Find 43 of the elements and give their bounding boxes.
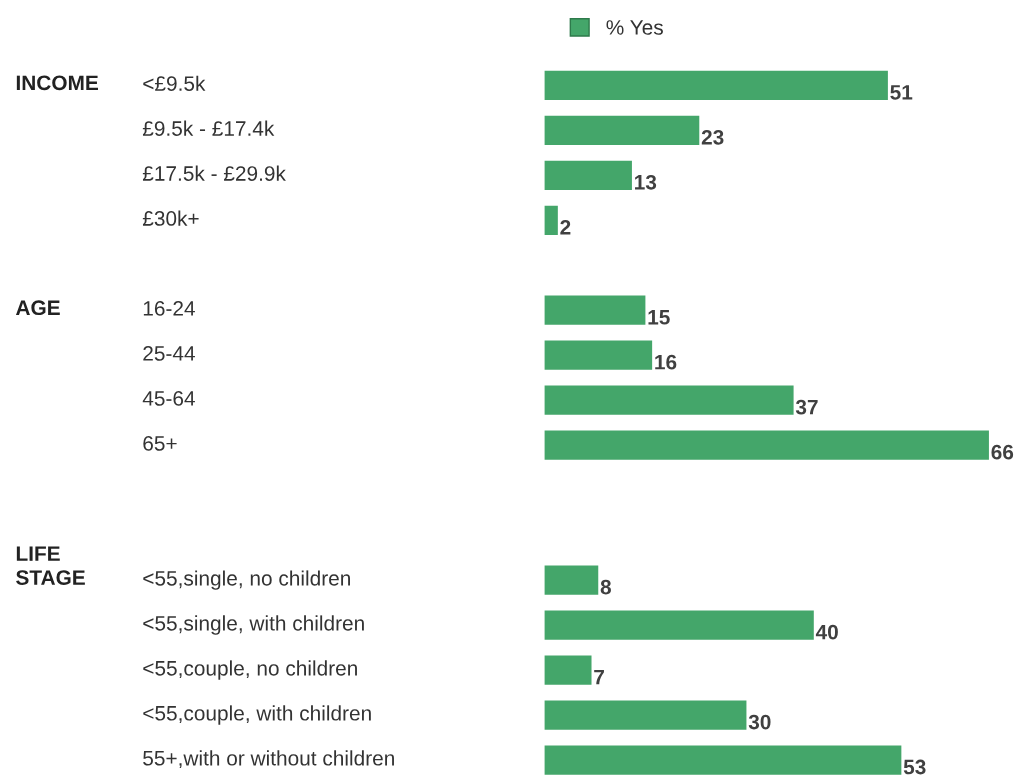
y-tick-label: £17.5k - £29.9k bbox=[142, 165, 286, 181]
bar bbox=[544, 115, 700, 145]
y-tick-label: 55+,with or without children bbox=[143, 750, 394, 769]
bar bbox=[544, 610, 814, 640]
bar bbox=[544, 430, 989, 460]
bar bbox=[544, 340, 653, 370]
y-tick-label: <£9.5k bbox=[143, 75, 206, 91]
bar bbox=[544, 745, 902, 775]
bar bbox=[544, 295, 646, 325]
bar bbox=[544, 385, 794, 415]
y-tick-label: 45-64 bbox=[142, 391, 195, 406]
data-label: 37 bbox=[795, 399, 818, 415]
bar bbox=[544, 70, 888, 100]
y-tick-label: 65+ bbox=[143, 436, 177, 451]
text: AGE bbox=[15, 300, 60, 316]
data-label: 8 bbox=[600, 579, 611, 595]
data-label: 13 bbox=[635, 174, 657, 190]
bar bbox=[544, 565, 599, 595]
y-tick-label: 25-44 bbox=[143, 346, 195, 361]
y-tick-label: 16-24 bbox=[143, 301, 195, 316]
data-label: 30 bbox=[748, 714, 771, 730]
y-tick-label: <55,single, with children bbox=[143, 615, 364, 635]
bar bbox=[544, 160, 632, 190]
y-tick-label: <55,couple, with children bbox=[143, 705, 371, 725]
text: LIFE STAGE bbox=[16, 546, 85, 585]
y-tick-label: £30k+ bbox=[142, 210, 199, 226]
y-tick-label: <55,single, no children bbox=[143, 570, 350, 590]
y-tick-label: £9.5k - £17.4k bbox=[142, 120, 275, 136]
bar bbox=[544, 700, 747, 730]
legend-label: % Yes bbox=[606, 20, 663, 35]
text: INCOME bbox=[16, 75, 98, 91]
data-label: 15 bbox=[648, 310, 670, 325]
data-label: 53 bbox=[903, 759, 926, 775]
data-label: 23 bbox=[701, 129, 724, 145]
bar bbox=[544, 205, 558, 235]
data-label: 2 bbox=[560, 219, 571, 235]
bar bbox=[544, 655, 592, 685]
data-label: 66 bbox=[991, 444, 1014, 460]
data-label: 40 bbox=[815, 624, 838, 640]
data-label: 16 bbox=[655, 354, 677, 370]
data-label: 51 bbox=[890, 85, 913, 100]
y-tick-label: <55,couple, no children bbox=[143, 660, 357, 680]
data-label: 7 bbox=[594, 669, 604, 685]
